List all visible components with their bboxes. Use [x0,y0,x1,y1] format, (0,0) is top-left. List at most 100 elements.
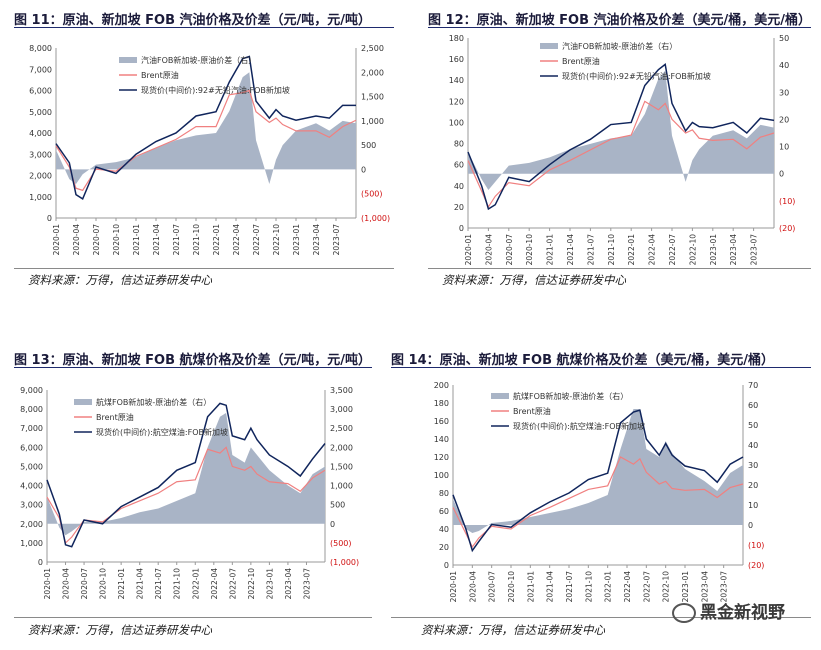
source-rule [391,617,811,618]
x-tick-label: 2021-07 [565,571,574,603]
chart-title: 图 14：原油、新加坡 FOB 航煤价格及价差（美元/桶，美元/桶） [391,353,775,368]
right-tick-label: 2,500 [330,424,353,433]
left-tick-label: 80 [439,489,449,498]
source-note: 资料来源：万得，信达证券研发中心 [28,623,212,637]
x-tick-label: 2022-04 [210,568,219,600]
x-tick-label: 2023-04 [700,571,709,603]
left-tick-label: 180 [449,34,464,43]
source-note: 资料来源：万得，信达证券研发中心 [442,273,626,287]
chart-title: 图 11：原油、新加坡 FOB 汽油价格及价差（元/吨，元/吨） [14,13,372,28]
left-tick-label: 140 [434,435,449,444]
watermark-text: 黑金新视野 [700,603,785,623]
panel-fig12: 图 12：原油、新加坡 FOB 汽油价格及价差（美元/桶，美元/桶） 0 20 40… [428,0,818,300]
x-tick-label: 2022-04 [623,571,632,603]
right-tick-label: 1,000 [361,117,384,126]
right-tick-label: 2,500 [361,44,384,53]
x-tick-label: 2020-01 [449,571,458,603]
legend-label-spot: 现货价(中间价):92#无铅汽油:FOB新加坡 [562,71,711,81]
x-tick-label: 2022-01 [627,234,636,266]
x-tick-label: 2021-01 [526,571,535,603]
title-rule [14,367,372,368]
spot-price-line [467,63,775,211]
wechat-icon [672,603,696,623]
right-tick-label: 50 [748,421,758,430]
x-tick-label: 2020-07 [92,224,101,256]
spread-area [56,72,356,184]
x-tick-label: 2021-10 [192,224,201,256]
right-tick-label: 40 [779,61,789,70]
x-tick-label: 2020-10 [99,568,108,600]
x-tick-label: 2020-04 [62,568,71,600]
x-tick-label: 2022-04 [232,224,241,256]
x-tick-label: 2020-01 [43,568,52,600]
legend-label-spread: 汽油FOB新加坡-原油价差（右） [562,41,677,51]
left-tick-label: 5,000 [20,462,43,471]
right-tick-label: 3,000 [330,405,353,414]
right-tick-label: (10) [779,197,795,206]
x-tick-label: 2022-01 [212,224,221,256]
right-tick-label: 500 [330,501,345,510]
source-note: 资料来源：万得，信达证券研发中心 [421,623,605,637]
right-tick-label: 50 [779,34,789,43]
legend-swatch-spread [74,399,92,405]
legend-label-spread: 航煤FOB新加坡-原油价差（右） [96,397,211,407]
x-tick-label: 2023-04 [312,224,321,256]
watermark: 黑金新视野 [672,598,785,623]
title-rule [428,27,811,28]
right-tick-label: 60 [748,401,758,410]
x-tick-label: 2022-10 [247,568,256,600]
left-tick-label: 20 [439,543,449,552]
x-tick-label: 2023-04 [284,568,293,600]
x-tick-label: 2021-04 [136,568,145,600]
legend-swatch-spread [119,57,137,63]
left-tick-label: 60 [454,161,464,170]
x-tick-label: 2021-07 [154,568,163,600]
x-tick-label: 2022-07 [228,568,237,600]
x-tick-label: 2023-01 [265,568,274,600]
x-tick-label: 2020-04 [484,234,493,266]
left-tick-label: 1,000 [20,539,43,548]
x-tick-label: 2023-07 [302,568,311,600]
left-tick-label: 7,000 [29,65,52,74]
source-note: 资料来源：万得，信达证券研发中心 [28,273,212,287]
x-tick-label: 2022-10 [662,571,671,603]
right-tick-label: 40 [748,441,758,450]
chart-title: 图 13：原油、新加坡 FOB 航煤价格及价差（元/吨，元/吨） [14,353,372,368]
x-tick-label: 2023-01 [292,224,301,256]
title-rule [14,27,394,28]
x-tick-label: 2020-10 [507,571,516,603]
left-tick-label: 100 [434,471,449,480]
left-tick-label: 9,000 [20,386,43,395]
legend-label-spot: 现货价(中间价):航空煤油:FOB新加坡 [513,421,645,431]
x-tick-label: 2023-04 [729,234,738,266]
spread-area [453,409,743,533]
left-tick-label: 160 [449,55,464,64]
chart-fig13: 0 1,000 2,000 3,000 4,000 5,000 6,000 7,000 8,00… [20,386,359,600]
x-tick-label: 2022-01 [604,571,613,603]
right-tick-label: 10 [779,143,789,152]
left-tick-label: 0 [38,558,43,567]
chart-fig11: 0 1,000 2,000 3,000 4,000 5,000 6,000 7,000 8,00… [29,44,390,256]
left-tick-label: 8,000 [29,44,52,53]
right-tick-label: 1,500 [361,93,384,102]
x-tick-label: 2022-07 [252,224,261,256]
right-tick-label: 0 [361,165,366,174]
right-tick-label: 30 [748,461,758,470]
panel-fig11: 图 11：原油、新加坡 FOB 汽油价格及价差（元/吨，元/吨） 0 1,000 2… [14,0,404,300]
right-tick-label: 2,000 [361,68,384,77]
right-tick-label: 30 [779,88,789,97]
spread-area [47,412,325,536]
legend-label-spot: 现货价(中间价):航空煤油:FOB新加坡 [96,427,228,437]
legend-label-brent: Brent原油 [141,70,179,80]
x-tick-label: 2021-04 [566,234,575,266]
legend-label-spot: 现货价(中间价):92#无铅汽油:FOB新加坡 [141,85,290,95]
legend-label-brent: Brent原油 [513,406,551,416]
chart-fig14: 0 20 40 60 80 100 120 140 160 180 200 (20) (10) 0 10 20… [434,381,765,603]
source-rule [428,268,811,269]
left-tick-label: 60 [439,507,449,516]
x-tick-label: 2021-10 [584,571,593,603]
x-tick-label: 2022-10 [688,234,697,266]
brent-line [46,446,326,545]
chart-fig12: 0 20 40 60 80 100 120 140 160 180 (20) (10) 0 10 20 30 4… [449,34,796,266]
x-tick-label: 2022-01 [191,568,200,600]
